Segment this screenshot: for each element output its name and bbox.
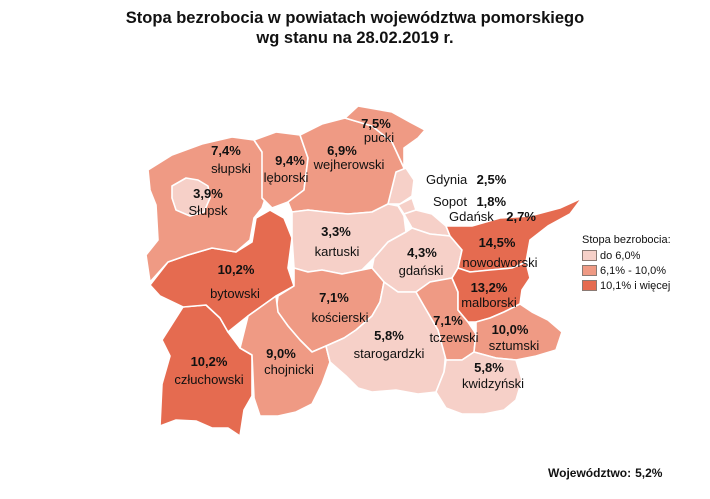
name-pucki: pucki: [364, 130, 394, 145]
legend-item-high: 10,1% i więcej: [582, 278, 671, 293]
label-gdansk-line: Gdańsk 2,7%: [449, 208, 536, 225]
label-slupski: 7,4% słupski: [211, 143, 251, 176]
name-koscierski: kościerski: [311, 310, 368, 325]
name-sopot: Sopot: [433, 194, 467, 209]
legend-title: Stopa bezrobocia:: [582, 234, 671, 246]
map-title: Stopa bezrobocia w powiatach województwa…: [0, 8, 710, 48]
value-gdynia: 2,5%: [477, 172, 507, 187]
value-sztumski: 10,0%: [492, 322, 529, 337]
legend-item-mid: 6,1% - 10,0%: [582, 263, 671, 278]
label-wejherowski: 6,9% wejherowski: [313, 143, 385, 172]
value-gdansk: 2,7%: [506, 209, 536, 224]
label-chojnicki: 9,0% chojnicki: [264, 346, 314, 377]
name-sztumski: sztumski: [489, 338, 540, 353]
label-nowodworski: 14,5% nowodworski: [462, 235, 537, 270]
name-slupski: słupski: [211, 161, 251, 176]
label-slupsk: 3,9% Słupsk: [188, 186, 228, 218]
label-kwidzynski: 5,8% kwidzyński: [462, 360, 524, 391]
name-slupsk: Słupsk: [188, 203, 228, 218]
summary-value: 5,2%: [635, 466, 663, 480]
label-bytowski: 10,2% bytowski: [210, 262, 260, 301]
name-gdanski: gdański: [399, 263, 444, 278]
label-malborski: 13,2% malborski: [461, 280, 517, 310]
name-kwidzynski: kwidzyński: [462, 376, 524, 391]
label-pucki: 7,5% pucki: [361, 116, 394, 145]
legend-swatch-low: [582, 250, 597, 261]
label-gdynia-line: Gdynia 2,5%: [426, 171, 507, 188]
value-leborski: 9,4%: [275, 153, 305, 168]
voivodeship-summary: Województwo: 5,2%: [548, 466, 662, 480]
legend-label-high: 10,1% i więcej: [600, 279, 671, 292]
value-pucki: 7,5%: [361, 116, 391, 131]
value-chojnicki: 9,0%: [266, 346, 296, 361]
name-wejherowski: wejherowski: [313, 157, 385, 172]
region-slupsk[interactable]: [171, 177, 211, 217]
title-line-1: Stopa bezrobocia w powiatach województwa…: [125, 9, 585, 27]
label-gdanski: 4,3% gdański: [399, 245, 444, 278]
region-slupski[interactable]: [145, 136, 269, 283]
name-tczewski: tczewski: [429, 330, 478, 345]
name-kartuski: kartuski: [315, 244, 360, 259]
label-sopot-line: Sopot 1,8%: [433, 193, 507, 210]
label-sopot: Sopot 1,8%: [433, 193, 507, 210]
label-kartuski: 3,3% kartuski: [315, 224, 360, 259]
label-koscierski: 7,1% kościerski: [311, 290, 368, 325]
value-slupsk: 3,9%: [193, 186, 223, 201]
value-koscierski: 7,1%: [319, 290, 349, 305]
region-kwidzynski[interactable]: [435, 351, 523, 415]
name-gdynia: Gdynia: [426, 172, 468, 187]
legend-label-mid: 6,1% - 10,0%: [600, 264, 667, 277]
name-leborski: lęborski: [264, 170, 309, 185]
label-starogardzki: 5,8% starogardzki: [354, 328, 425, 361]
label-gdynia: Gdynia 2,5%: [426, 171, 507, 188]
label-gdansk: Gdańsk 2,7%: [449, 208, 536, 225]
label-sztumski: 10,0% sztumski: [489, 322, 540, 353]
region-chojnicki[interactable]: [239, 295, 331, 417]
name-bytowski: bytowski: [210, 286, 260, 301]
value-starogardzki: 5,8%: [374, 328, 404, 343]
summary-label: Województwo:: [548, 466, 632, 480]
legend-label-low: do 6,0%: [600, 249, 641, 262]
legend-item-low: do 6,0%: [582, 248, 671, 263]
value-sopot: 1,8%: [476, 194, 506, 209]
value-kartuski: 3,3%: [321, 224, 351, 239]
name-gdansk: Gdańsk: [449, 209, 494, 224]
value-wejherowski: 6,9%: [327, 143, 357, 158]
name-czluchowski: człuchowski: [174, 372, 243, 387]
value-czluchowski: 10,2%: [191, 354, 228, 369]
value-bytowski: 10,2%: [218, 262, 255, 277]
value-tczewski: 7,1%: [433, 313, 463, 328]
name-nowodworski: nowodworski: [462, 255, 537, 270]
region-nowodworski[interactable]: [445, 197, 583, 273]
region-malborski[interactable]: [451, 261, 531, 323]
map-legend: Stopa bezrobocia: do 6,0% 6,1% - 10,0% 1…: [582, 234, 671, 293]
name-malborski: malborski: [461, 295, 517, 310]
legend-swatch-mid: [582, 265, 597, 276]
name-starogardzki: starogardzki: [354, 346, 425, 361]
legend-swatch-high: [582, 280, 597, 291]
value-malborski: 13,2%: [471, 280, 508, 295]
value-kwidzynski: 5,8%: [474, 360, 504, 375]
label-leborski: 9,4% lęborski: [264, 153, 309, 185]
region-pucki[interactable]: [344, 105, 426, 169]
label-tczewski: 7,1% tczewski: [429, 313, 478, 345]
name-chojnicki: chojnicki: [264, 362, 314, 377]
value-slupski: 7,4%: [211, 143, 241, 158]
label-czluchowski: 10,2% człuchowski: [174, 354, 243, 387]
value-nowodworski: 14,5%: [479, 235, 516, 250]
title-line-2: wg stanu na 28.02.2019 r.: [256, 29, 454, 47]
value-gdanski: 4,3%: [407, 245, 437, 260]
